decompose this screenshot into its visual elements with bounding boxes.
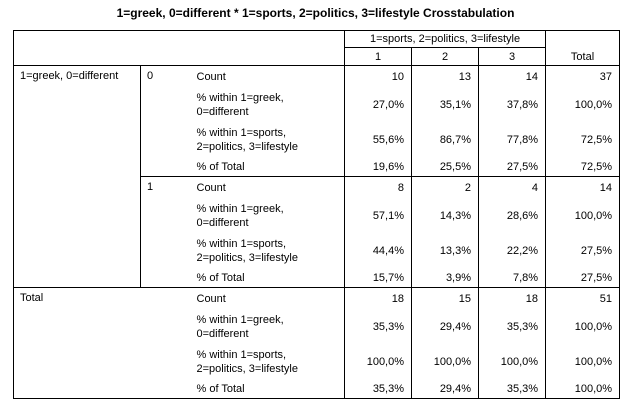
cell: 27,5% xyxy=(545,268,621,288)
cell: 8 xyxy=(344,176,412,198)
cell: 4 xyxy=(478,176,546,198)
cell: 2 xyxy=(411,176,479,198)
column-header: 1 xyxy=(344,47,412,66)
crosstab-table: 1=sports, 2=politics, 3=lifestyle Total … xyxy=(12,30,621,399)
cell: 57,1% xyxy=(344,198,412,233)
cell: 19,6% xyxy=(344,157,412,177)
row-variable-label: 1=greek, 0=different xyxy=(13,65,141,288)
cell: 13 xyxy=(411,65,479,87)
stat-label: % of Total xyxy=(196,271,245,284)
table-row: % within 1=greek, 0=different 35,3% 29,4… xyxy=(14,309,621,344)
cell: 51 xyxy=(545,287,621,309)
header-total: Total xyxy=(545,30,621,66)
cell: 55,6% xyxy=(344,122,412,157)
stat-label: % within 1=sports, 2=politics, 3=lifesty… xyxy=(196,126,299,153)
table-row: % within 1=sports, 2=politics, 3=lifesty… xyxy=(14,122,621,157)
cell: 27,0% xyxy=(344,87,412,122)
cell: 35,3% xyxy=(478,309,546,344)
table-row: % within 1=greek, 0=different 57,1% 14,3… xyxy=(14,198,621,233)
cell: 15 xyxy=(411,287,479,309)
table-row: % within 1=sports, 2=politics, 3=lifesty… xyxy=(14,344,621,379)
cell: 28,6% xyxy=(478,198,546,233)
stat-label: % of Total xyxy=(190,379,345,399)
cell: 18 xyxy=(478,287,546,309)
stat-label: % of Total xyxy=(196,160,245,173)
cell: 100,0% xyxy=(545,344,621,379)
cell: 100,0% xyxy=(478,344,546,379)
cell: 14 xyxy=(478,65,546,87)
table-row: % of Total 35,3% 29,4% 35,3% 100,0% xyxy=(14,379,621,399)
cell: 7,8% xyxy=(478,268,546,288)
cell: 35,1% xyxy=(411,87,479,122)
cell: 100,0% xyxy=(545,379,621,399)
header-row-2: 1 2 3 xyxy=(14,47,620,66)
cell: 10 xyxy=(344,65,412,87)
stat-label: Count xyxy=(196,70,226,83)
cell: 14 xyxy=(545,176,621,198)
cell: 35,3% xyxy=(344,309,412,344)
cell: 77,8% xyxy=(478,122,546,157)
stat-label: Count xyxy=(190,287,345,309)
cell: 15,7% xyxy=(344,268,412,288)
cell: 27,5% xyxy=(545,233,621,268)
table-row: Total Count 18 15 18 51 xyxy=(13,287,621,399)
table-title: 1=greek, 0=different * 1=sports, 2=polit… xyxy=(116,6,515,20)
cell: 25,5% xyxy=(411,157,479,177)
table-row: % of Total 15,7% 3,9% 7,8% 27,5% xyxy=(14,268,621,288)
cell: 72,5% xyxy=(545,122,621,157)
cell: 29,4% xyxy=(411,379,479,399)
stat-label: % within 1=sports, 2=politics, 3=lifesty… xyxy=(196,348,299,375)
column-header: 2 xyxy=(411,47,479,66)
table-row: 1=greek, 0=different 0 Count 10 13 14 37 xyxy=(13,65,621,288)
cell: 35,3% xyxy=(478,379,546,399)
cell: 100,0% xyxy=(411,344,479,379)
cell: 27,5% xyxy=(478,157,546,177)
cell: 100,0% xyxy=(545,87,621,122)
cell: 37,8% xyxy=(478,87,546,122)
cell: 14,3% xyxy=(411,198,479,233)
stat-label: % within 1=sports, 2=politics, 3=lifesty… xyxy=(196,237,299,264)
total-label: Total xyxy=(13,287,191,399)
cell: 18 xyxy=(344,287,412,309)
stat-label: % within 1=greek, 0=different xyxy=(196,91,284,118)
cell: 22,2% xyxy=(478,233,546,268)
table-row: % within 1=greek, 0=different 27,0% 35,1… xyxy=(14,87,621,122)
column-group-label: 1=sports, 2=politics, 3=lifestyle xyxy=(344,30,546,48)
cell: 100,0% xyxy=(545,198,621,233)
table-row: % within 1=sports, 2=politics, 3=lifesty… xyxy=(14,233,621,268)
header-row-1: 1=sports, 2=politics, 3=lifestyle Total xyxy=(12,30,621,66)
group-label: 0 xyxy=(140,65,191,177)
group-label: 1 xyxy=(140,176,191,288)
stat-label: Count xyxy=(190,176,345,198)
cell: 100,0% xyxy=(545,309,621,344)
stat-label: % within 1=greek, 0=different xyxy=(196,313,284,340)
header-corner xyxy=(12,30,345,66)
cell: 13,3% xyxy=(411,233,479,268)
cell: 100,0% xyxy=(344,344,412,379)
cell: 29,4% xyxy=(411,309,479,344)
column-header: 3 xyxy=(478,47,546,66)
stat-label: % within 1=greek, 0=different xyxy=(196,202,284,229)
cell: 35,3% xyxy=(344,379,412,399)
cell: 86,7% xyxy=(411,122,479,157)
cell: 37 xyxy=(545,65,621,87)
table-row: 1 Count 8 2 4 14 xyxy=(14,176,621,288)
cell: 3,9% xyxy=(411,268,479,288)
cell: 72,5% xyxy=(545,157,621,177)
cell: 44,4% xyxy=(344,233,412,268)
table-row: % of Total 19,6% 25,5% 27,5% 72,5% xyxy=(14,157,621,177)
